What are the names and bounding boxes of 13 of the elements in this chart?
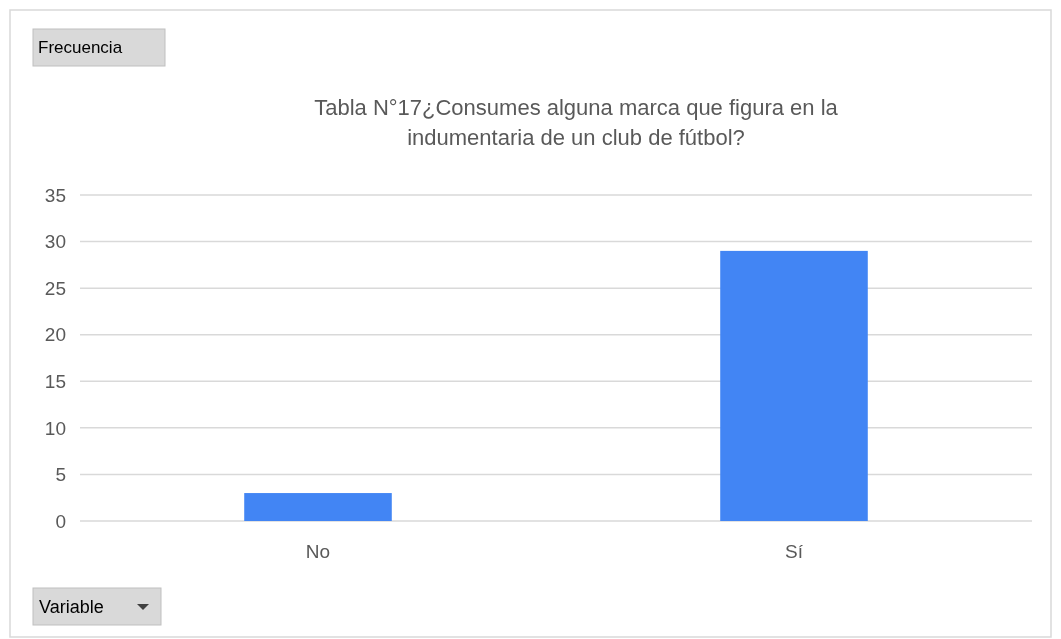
y-tick-label: 15 [44, 370, 66, 392]
y-tick-label: 10 [44, 417, 66, 439]
y-tick-label: 20 [44, 324, 66, 346]
y-tick-label: 25 [44, 277, 66, 299]
y-tick-label: 30 [44, 231, 66, 253]
x-tick-label: No [305, 541, 331, 562]
y-tick-label: 5 [55, 464, 66, 486]
text: Variable [39, 597, 104, 617]
text: Frecuencia [38, 38, 123, 57]
chart-title: Tabla N°17¿Consumes alguna marca que figura en la indumentaria de un club de fútbol? [314, 95, 839, 150]
x-tick-label: Sí [785, 541, 804, 562]
y-tick-label: 35 [44, 184, 66, 206]
y-tick-label: 0 [55, 510, 66, 532]
